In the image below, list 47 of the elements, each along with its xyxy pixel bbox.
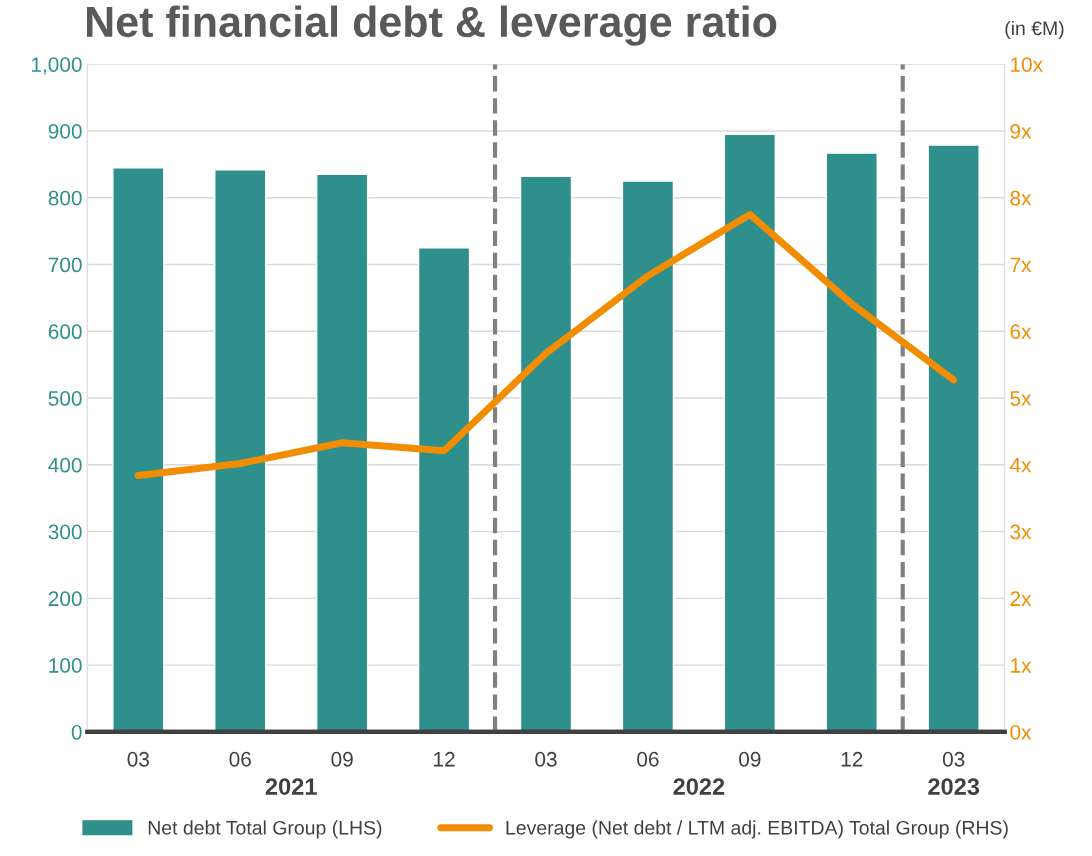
x-tick-label: 12 [841,751,863,767]
text: 2022 [673,778,725,795]
y-tick-label: 800 [48,190,82,206]
chart-title: Net financial debt & leverage ratio [86,5,777,46]
bar [825,152,878,732]
x-tick-label: 03 [942,751,965,767]
x-tick-label: 03 [127,751,149,767]
y-tick-label: 1,000 [31,57,82,75]
bar [519,175,573,732]
x-tick-label: 12 [434,751,455,767]
y2-tick-label: 10x [1011,57,1043,72]
y-tick-label: 0 [71,724,82,740]
y2-tick-label: 5x [1010,391,1032,406]
bar [315,173,369,732]
x-tick-label: 09 [739,751,761,767]
y2-tick-label: 6x [1010,324,1032,340]
y-tick-label: 400 [48,457,82,473]
y2-tick-label: 0x [1010,724,1032,740]
text: 2023 [928,778,980,795]
x-tick-label: 06 [637,751,659,767]
bar [927,144,980,732]
bar [417,247,471,732]
y-tick-label: 700 [48,257,82,273]
bar [723,133,777,732]
y2-tick-label: 3x [1010,524,1032,540]
legend-label: Net debt Total Group (LHS) [148,820,382,839]
x-tick-label: 09 [331,751,353,767]
y2-tick-label: 2x [1010,591,1032,606]
y-tick-label: 200 [48,591,82,607]
y2-tick-label: 9x [1010,123,1032,139]
y2-tick-label: 4x [1009,458,1032,473]
y-tick-label: 100 [49,658,82,673]
bar [621,180,675,732]
y2-tick-label: 7x [1010,257,1032,273]
y-tick-label: 600 [48,324,82,340]
x-tick-label: 03 [535,751,557,767]
bar [112,166,165,732]
y2-tick-label: 8x [1010,190,1032,206]
text: 2021 [265,778,317,795]
bar [214,168,267,732]
text: (in €M) [1005,20,1064,40]
y-tick-label: 300 [48,524,82,540]
y-tick-label: 500 [48,391,82,406]
y2-tick-label: 1x [1011,658,1032,673]
x-tick-label: 06 [229,751,251,767]
legend-label: Leverage (Net debt / LTM adj. EBITDA) Total Group (RHS) [506,820,1008,839]
y-tick-label: 900 [48,123,82,139]
